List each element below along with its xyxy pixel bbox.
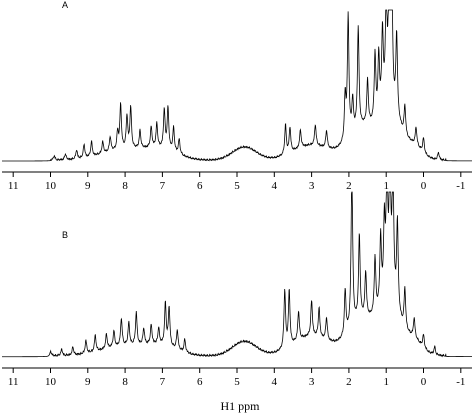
x-tick-label: 6 [197, 376, 203, 388]
x-tick-label: 1 [383, 376, 389, 388]
x-tick-label: 6 [197, 180, 203, 192]
x-tick-label: 5 [234, 376, 240, 388]
x-tick-label: 4 [272, 376, 278, 388]
x-tick-label: 7 [160, 376, 166, 388]
panel-label-b: B [62, 230, 68, 240]
x-tick-label: 1 [383, 180, 389, 192]
spectrum-trace-a [2, 9, 472, 162]
x-tick-label: 9 [85, 180, 91, 192]
x-tick-label: 8 [122, 376, 128, 388]
x-tick-label: 10 [45, 376, 57, 388]
x-tick-label: 5 [234, 180, 240, 192]
x-tick-label: 8 [122, 180, 128, 192]
x-axis-ticks-a: 11 10 9 8 7 6 5 4 3 2 1 0 -1 [8, 172, 465, 192]
x-tick-label: 3 [309, 180, 315, 192]
x-tick-label: 11 [8, 180, 19, 192]
x-tick-label: 2 [346, 180, 352, 192]
x-tick-label: 4 [272, 180, 278, 192]
x-tick-label: 3 [309, 376, 315, 388]
x-tick-label: 9 [85, 376, 91, 388]
x-tick-label: -1 [456, 180, 465, 192]
x-tick-label: -1 [456, 376, 465, 388]
x-tick-label: 7 [160, 180, 166, 192]
panel-b: 11 10 9 8 7 6 5 4 3 2 1 0 -1 B [2, 191, 472, 388]
x-tick-label: 11 [8, 376, 19, 388]
spectrum-trace-b [2, 191, 472, 358]
x-tick-label: 2 [346, 376, 352, 388]
x-tick-label: 0 [421, 180, 427, 192]
panel-label-a: A [62, 0, 68, 10]
x-axis-ticks-b: 11 10 9 8 7 6 5 4 3 2 1 0 -1 [8, 368, 465, 388]
x-axis-title: H1 ppm [221, 399, 261, 413]
x-tick-label: 10 [45, 180, 57, 192]
x-tick-label: 0 [421, 376, 427, 388]
panel-a: 11 10 9 8 7 6 5 4 3 2 1 0 -1 A [2, 0, 472, 192]
